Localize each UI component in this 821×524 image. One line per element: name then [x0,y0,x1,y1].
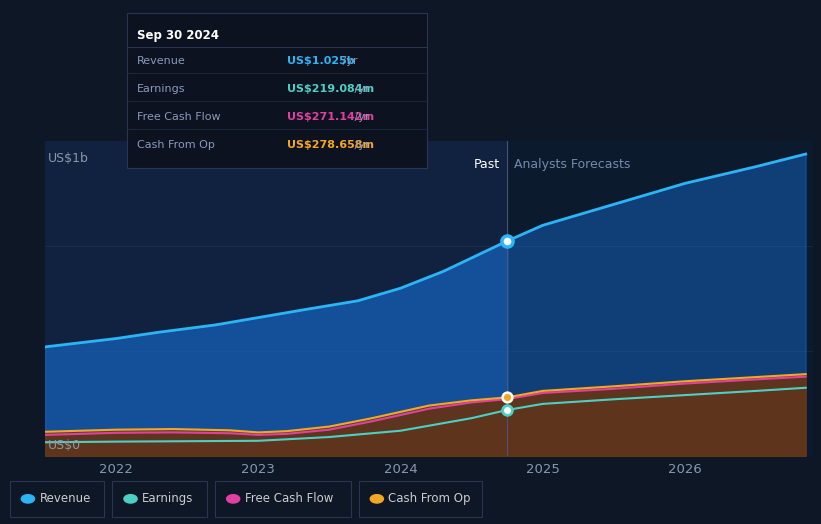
Text: US$1b: US$1b [48,152,89,165]
Text: US$219.084m: US$219.084m [287,84,374,94]
Bar [45,141,507,456]
Text: Free Cash Flow: Free Cash Flow [137,112,221,122]
Text: /yr: /yr [351,139,369,150]
Text: Free Cash Flow: Free Cash Flow [245,493,333,505]
Text: /yr: /yr [339,56,358,67]
Text: Cash From Op: Cash From Op [388,493,470,505]
Text: Analysts Forecasts: Analysts Forecasts [514,158,631,171]
Bar [507,141,813,456]
Text: Revenue: Revenue [39,493,91,505]
Text: US$1.025b: US$1.025b [287,56,355,67]
Text: /yr: /yr [351,84,369,94]
Text: Revenue: Revenue [137,56,186,67]
Text: /yr: /yr [351,112,369,122]
Text: Cash From Op: Cash From Op [137,139,215,150]
Text: US$0: US$0 [48,439,81,452]
Text: Past: Past [474,158,500,171]
Text: Earnings: Earnings [142,493,194,505]
Text: US$271.142m: US$271.142m [287,112,374,122]
Text: Sep 30 2024: Sep 30 2024 [137,29,219,42]
Text: US$278.658m: US$278.658m [287,139,374,150]
Text: Earnings: Earnings [137,84,186,94]
